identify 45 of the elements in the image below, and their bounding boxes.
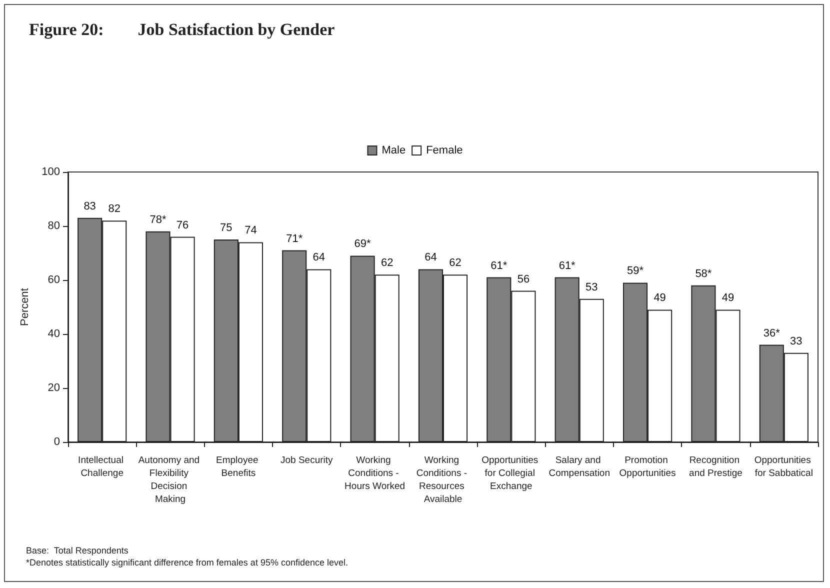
- x-tick-label: Working Conditions - Hours Worked: [344, 455, 406, 492]
- data-label: 33: [790, 335, 802, 348]
- y-tick-label: 20: [48, 382, 60, 394]
- y-tick-label: 60: [48, 274, 60, 286]
- data-label: 82: [108, 203, 120, 216]
- data-label: 62: [380, 257, 394, 270]
- x-tick-label: Autonomy and Flexibility Decision Making: [138, 455, 202, 505]
- data-label: 61*: [558, 260, 576, 272]
- x-tick-label: Promotion Opportunities: [619, 455, 676, 479]
- legend-label: Male: [382, 144, 406, 156]
- data-label: 56: [517, 273, 530, 286]
- data-label: 61*: [490, 260, 508, 272]
- data-label: 64: [424, 252, 437, 264]
- text: *Denotes statistically significant difference from females at 95% confidence level.: [26, 558, 348, 568]
- text: Base: Total Respondents: [26, 546, 129, 556]
- y-tick-label: 40: [48, 328, 60, 340]
- data-label: 64: [312, 252, 326, 264]
- x-tick-label: Working Conditions - Resources Available: [416, 455, 470, 505]
- x-tick-label: Opportunities for Sabbatical: [754, 455, 814, 479]
- data-label: 49: [654, 292, 666, 304]
- data-label: 71*: [286, 232, 304, 245]
- y-axis-title: Percent: [19, 288, 32, 326]
- data-label: 75: [220, 222, 232, 234]
- y-tick-label: 100: [42, 166, 60, 178]
- data-label: 53: [586, 281, 598, 294]
- x-tick-label: Employee Benefits: [216, 455, 261, 479]
- data-label: 59*: [627, 265, 644, 278]
- chart-title: Figure 20: Job Satisfaction by Gender: [29, 20, 336, 39]
- x-tick-label: Recognition and Prestige: [689, 455, 742, 479]
- data-label: 69*: [354, 238, 372, 250]
- x-tick-label: Job Security: [280, 455, 334, 466]
- data-label: 49: [722, 292, 734, 304]
- data-label: 78*: [150, 214, 167, 226]
- data-label: 76: [176, 219, 189, 232]
- x-tick-label: Salary and Compensation: [548, 455, 610, 479]
- data-label: 58*: [695, 268, 712, 280]
- data-label: 36*: [763, 327, 781, 340]
- data-label: 62: [449, 257, 462, 270]
- y-tick-label: 0: [54, 436, 60, 448]
- y-tick-label: 80: [48, 220, 60, 232]
- data-label: 83: [84, 200, 96, 212]
- legend-label: Female: [426, 144, 463, 156]
- x-tick-label: Intellectual Challenge: [78, 455, 126, 479]
- data-label: 74: [244, 224, 257, 237]
- x-tick-label: Opportunities for Collegial Exchange: [482, 455, 541, 492]
